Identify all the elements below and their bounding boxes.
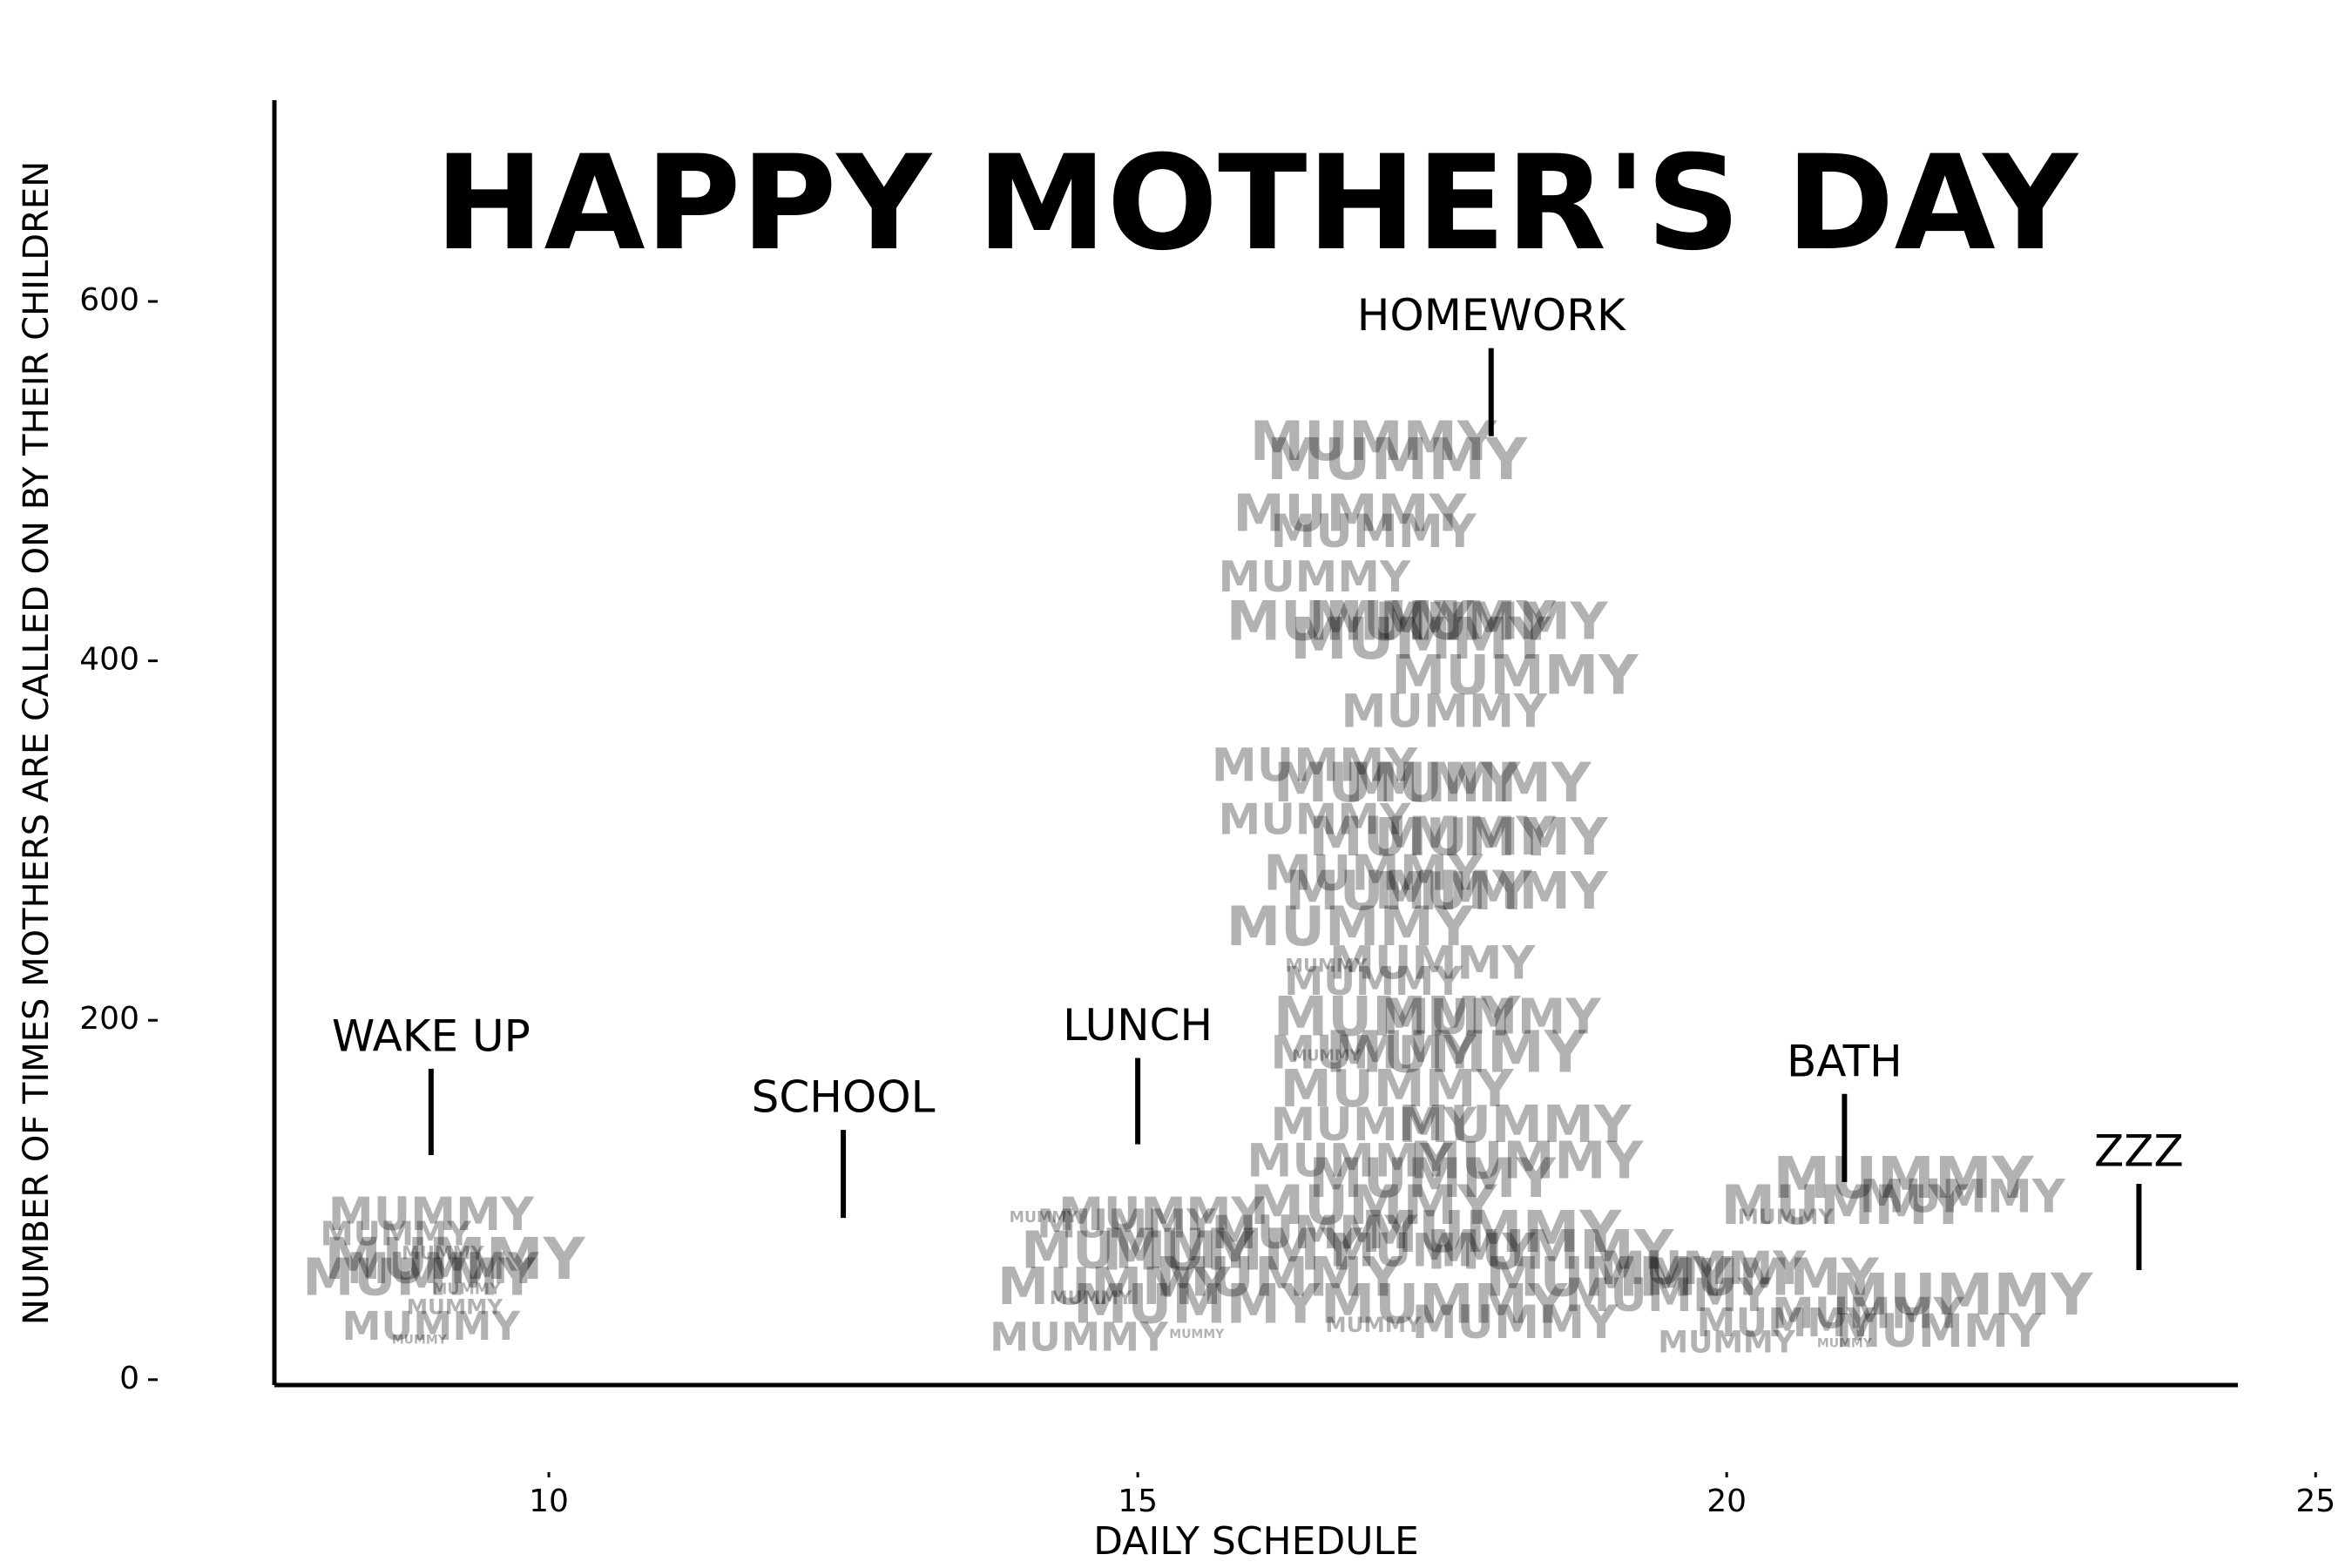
mummy-point: MUMMY [1212,739,1418,792]
mummy-point: MUMMY [1227,589,1475,652]
annotation-label: SCHOOL [752,1072,936,1123]
mummy-point: MUMMY [1600,1242,1807,1295]
x-axis-label: DAILY SCHEDULE [1093,1519,1419,1564]
y-tick-label: 0 [119,1361,139,1396]
mummy-point: MUMMY [1270,1098,1477,1152]
mummy-point: MUMMY [1859,1171,2065,1224]
x-tick-label: 25 [2295,1484,2335,1519]
mummy-point: MUMMY [1284,958,1463,1004]
mummy-point: MUMMY [392,1333,448,1347]
mummy-point: MUMMY [302,1247,537,1307]
mummy-point: MUMMY [1646,1247,1880,1307]
mummy-point: MUMMY [1329,936,1536,990]
mummy-point: MUMMY [1212,1206,1418,1260]
mummy-point: MUMMY [1281,1058,1515,1119]
mummy-point: MUMMY [1250,1173,1498,1237]
mummy-point: MUMMY [1382,989,1602,1045]
mummy-point: MUMMY [1773,1145,2034,1212]
annotation-label: BATH [1787,1036,1903,1086]
mummy-point: MUMMY [407,1294,504,1319]
mummy-point: MUMMY [328,1188,535,1241]
mummy-point: MUMMY [1285,859,1533,923]
mummy-point: MUMMY [402,1242,484,1263]
mummy-point: MUMMY [1290,605,1551,672]
mummy-point: MUMMY [1270,505,1477,558]
mummy-point: MUMMY [997,1256,1232,1316]
mummy-point: MUMMY [1485,1245,1734,1308]
x-tick-label: 15 [1118,1484,1158,1519]
mummy-point: MUMMY [1375,861,1609,921]
annotation-label: WAKE UP [332,1010,531,1061]
annotation-label: ZZZ [2094,1125,2184,1176]
mummy-point: MUMMY [1427,1218,1675,1281]
mummy-point: MUMMY [1409,1130,1644,1190]
annotation-label: LUNCH [1063,1000,1213,1051]
mummy-point: MUMMY [1391,643,1639,706]
mummy-point: MUMMY [1037,1200,1216,1247]
mummy-point: MUMMY [1021,1220,1255,1281]
mummy-point: MUMMY [1738,1204,1835,1229]
mummy-point: MUMMY [1321,1272,1569,1335]
mummy-point: MUMMY [347,1244,539,1294]
mummy-point: MUMMY [1219,794,1411,844]
mummy-point: MUMMY [1073,1272,1321,1335]
mummy-point: MUMMY [1326,1019,1587,1086]
mummy-point: MUMMY [1817,1337,1873,1351]
mummy-point: MUMMY [1342,686,1548,739]
mummy-point: MUMMY [1010,1209,1078,1227]
y-tick-label: 400 [79,642,139,678]
chart-title: HAPPY MOTHER'S DAY [435,128,2079,280]
mummy-point: MUMMY [1292,1047,1361,1064]
mummy-point: MUMMY [1658,1326,1795,1361]
mummy-point: MUMMY [1233,483,1468,544]
mummy-point: MUMMY [1058,1188,1265,1241]
y-tick-label: 200 [79,1001,139,1037]
mummy-point: MUMMY [1361,1199,1622,1266]
mummy-point: MUMMY [324,1226,585,1293]
mummy-point: MUMMY [1375,591,1609,651]
mummy-point: MUMMY [990,1314,1169,1360]
mummy-point: MUMMY [1285,955,1368,976]
mummy-point: MUMMY [1721,1173,1970,1237]
y-tick-label: 600 [79,282,139,318]
mummy-point: MUMMY [1219,552,1411,602]
y-axis-label: NUMBER OF TIMES MOTHERS ARE CALLED ON BY… [17,161,57,1325]
mummy-point: MUMMY [1270,1026,1477,1079]
mummy-point: MUMMY [1375,807,1609,867]
mummy-point: MUMMY [1308,805,1557,868]
mummy-point: MUMMY [1050,1288,1132,1308]
mummy-point: MUMMY [321,1214,472,1254]
x-tick-label: 20 [1707,1484,1747,1519]
annotation-label: HOMEWORK [1357,290,1626,341]
mummy-point: MUMMY [1102,1216,1363,1283]
mummy-point: MUMMY [1696,1300,1876,1346]
mummy-point: MUMMY [1325,1312,1422,1337]
mummy-point: MUMMY [1835,1305,2042,1358]
mummy-point: MUMMY [1308,1146,1557,1210]
mummy-point: MUMMY [1832,1261,2093,1328]
mummy-point: MUMMY [1565,1269,1771,1322]
mummy-point: MUMMY [1250,409,1498,473]
mummy-point: MUMMY [1308,589,1557,652]
mummy-point: MUMMY [341,1303,521,1349]
mummy-point: MUMMY [1156,1245,1404,1308]
mummy-point: MUMMY [1267,426,1528,493]
mummy-point: MUMMY [1344,751,1592,814]
mummy-point: MUMMY [432,1281,501,1299]
mummy-point: MUMMY [1772,1289,1964,1339]
mummy-point: MUMMY [1227,895,1475,958]
mummy-point: MUMMY [1274,984,1522,1048]
mummy-point: MUMMY [1169,1328,1225,1342]
mummy-point: MUMMY [1247,1134,1453,1187]
x-tick-label: 10 [529,1484,569,1519]
mummy-point: MUMMY [1329,1224,1536,1277]
mummy-point: MUMMY [1274,751,1522,814]
mummy-point: MUMMY [1412,1296,1619,1349]
mummy-point: MUMMY [1398,1094,1632,1154]
mummy-point: MUMMY [1264,845,1484,902]
